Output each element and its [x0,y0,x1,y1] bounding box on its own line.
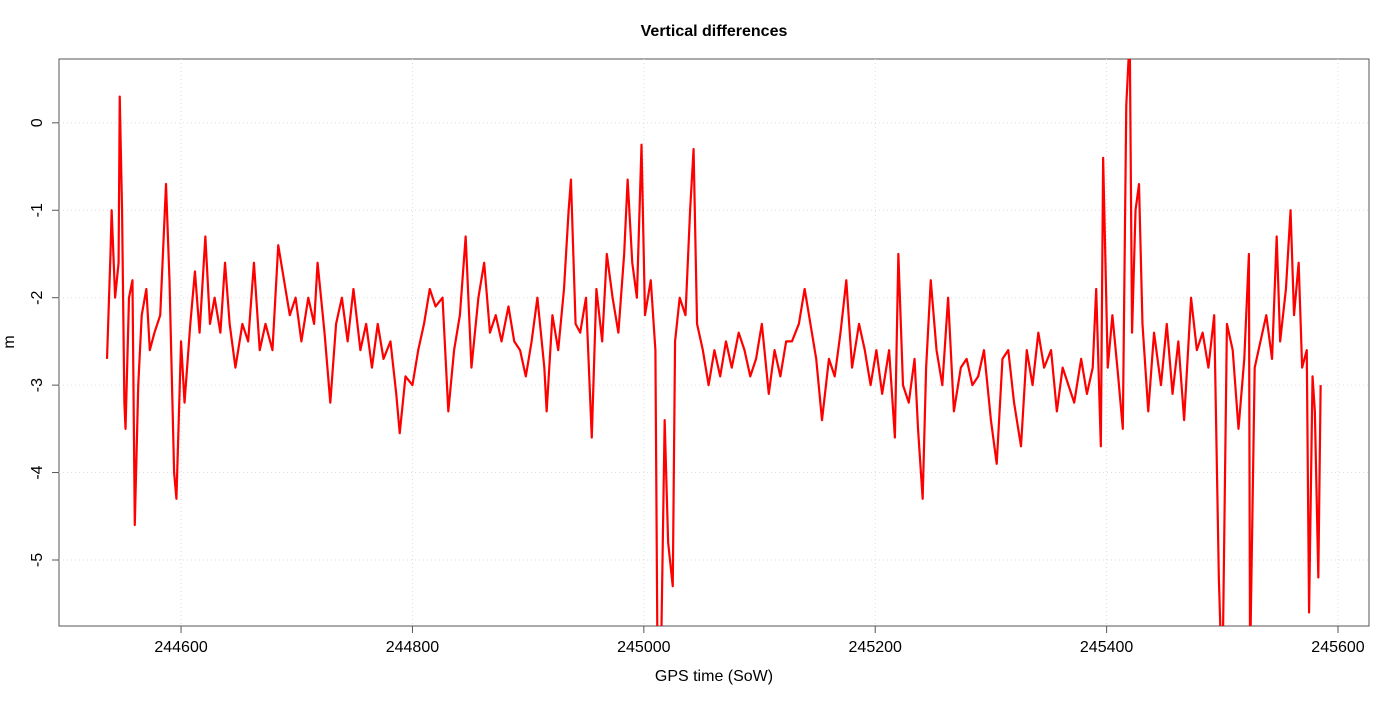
y-tick-label: -2 [29,290,46,304]
y-tick-label: 0 [29,118,46,127]
x-tick-label: 245600 [1311,639,1364,656]
x-tick-label: 245400 [1080,639,1133,656]
data-line [105,59,1322,626]
plot-frame [58,58,1370,627]
x-tick-label: 245000 [617,639,670,656]
x-tick-label: 245200 [849,639,902,656]
chart-title: Vertical differences [641,23,788,40]
y-axis-label: m [1,335,18,348]
y-tick-label: -5 [29,553,46,567]
y-tick-label: -1 [29,203,46,217]
y-tick-label: -4 [29,465,46,479]
y-tick-label: -3 [29,378,46,392]
x-tick-label: 244800 [386,639,439,656]
x-axis-label: GPS time (SoW) [655,668,773,685]
x-tick-label: 244600 [154,639,207,656]
